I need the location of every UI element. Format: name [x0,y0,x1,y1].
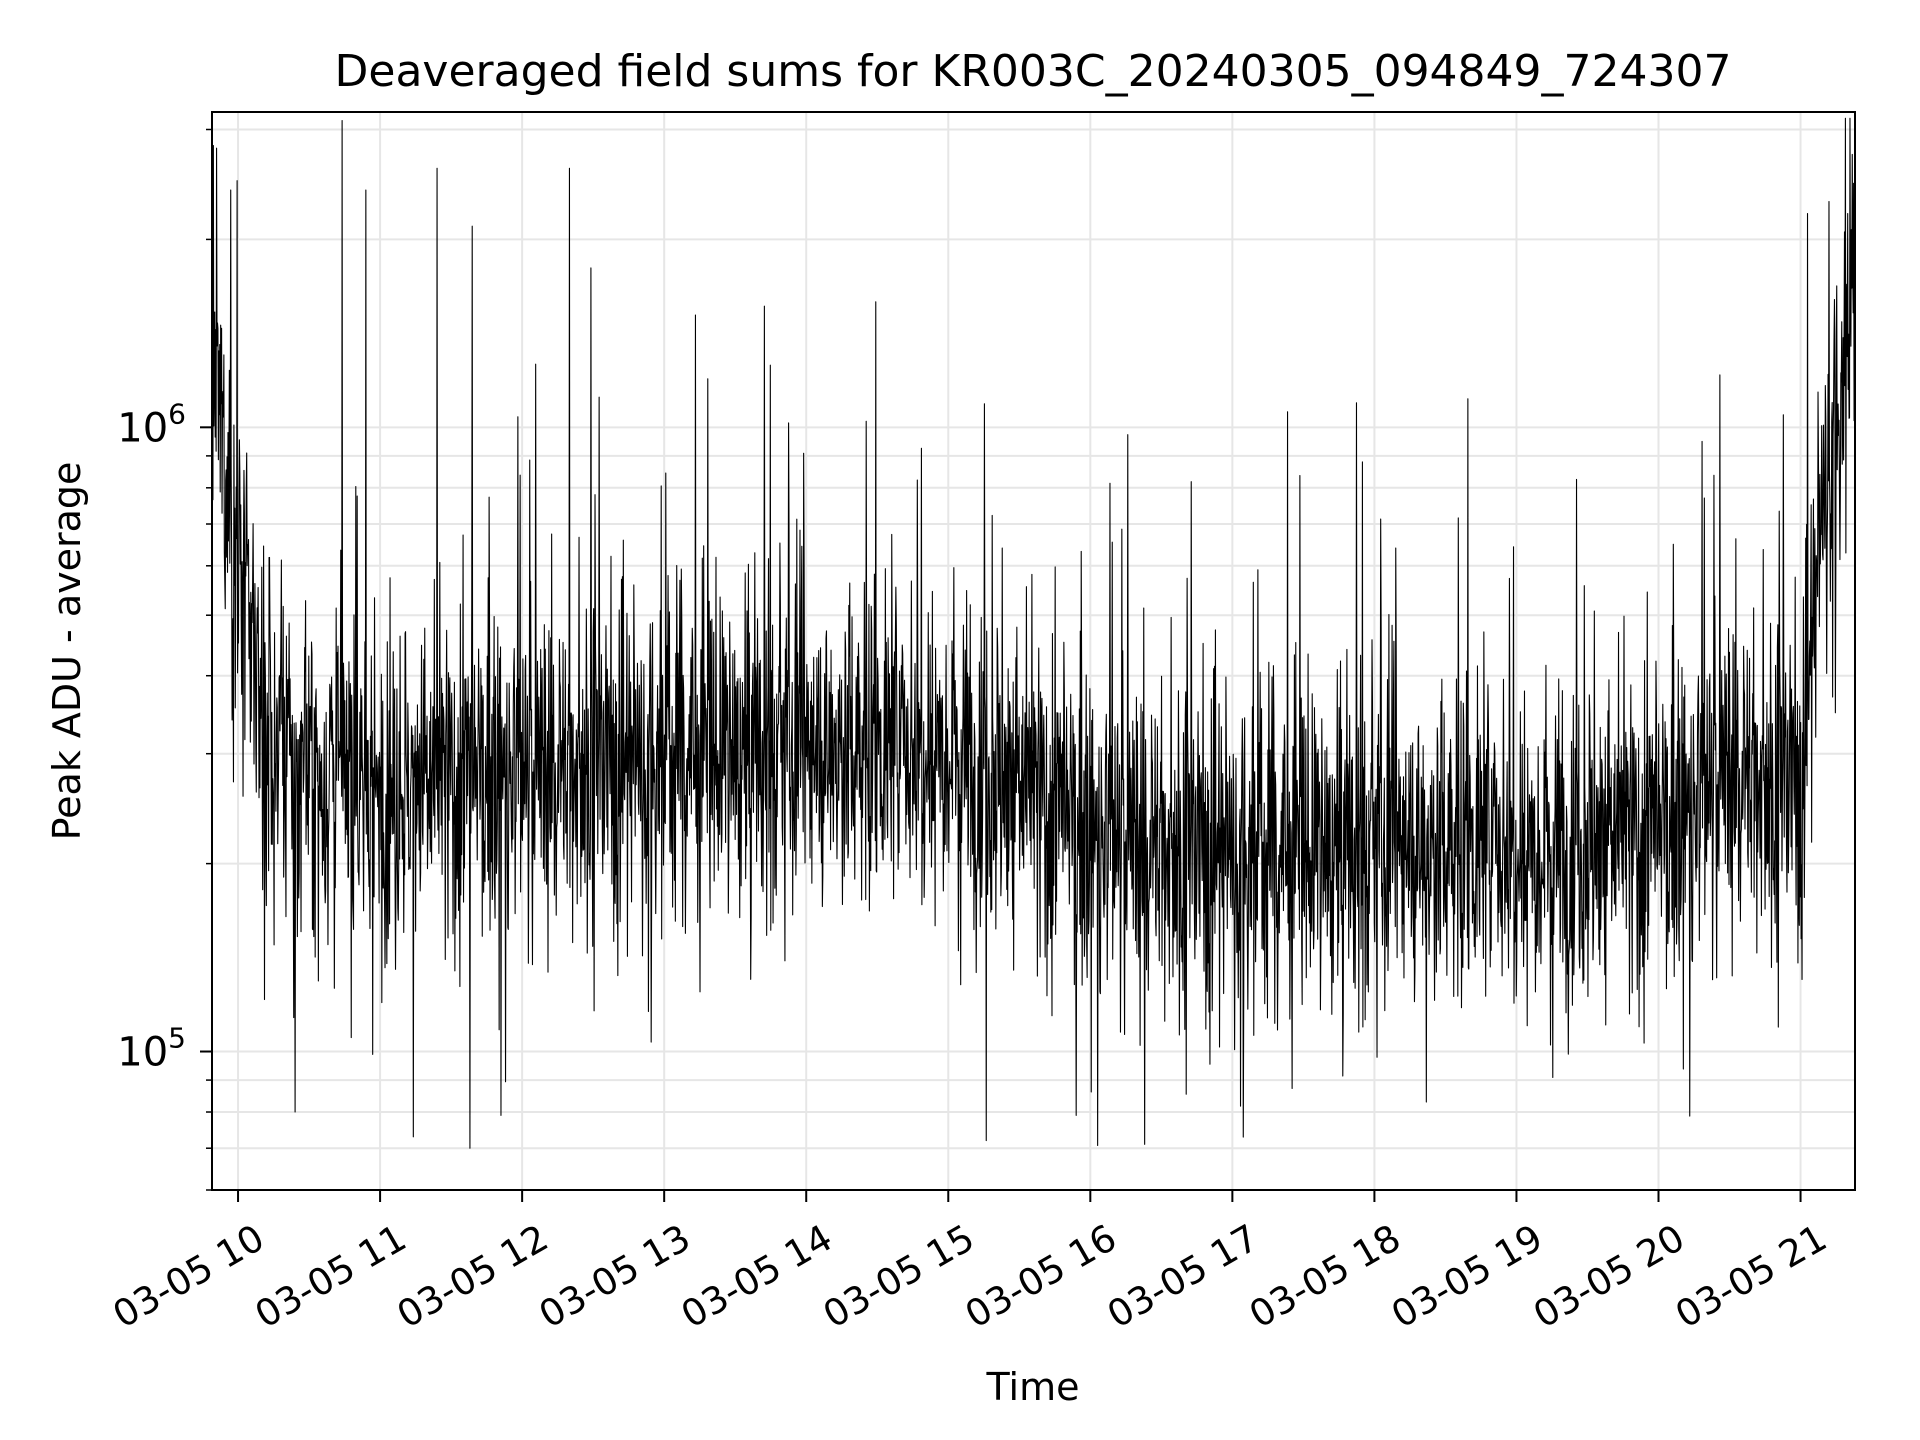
x-axis-label: Time [986,1365,1080,1409]
series-trace [211,117,1856,1149]
y-axis-label: Peak ADU - average [45,462,89,841]
y-tick-label: 106 [117,397,186,451]
grid [212,112,1855,1191]
plot-frame [211,111,1856,1191]
chart-title: Deaveraged field sums for KR003C_2024030… [335,46,1732,97]
y-axis: 105 106 [117,128,212,1191]
series-line [211,117,1856,1149]
y-tick-label: 105 [117,1022,186,1076]
